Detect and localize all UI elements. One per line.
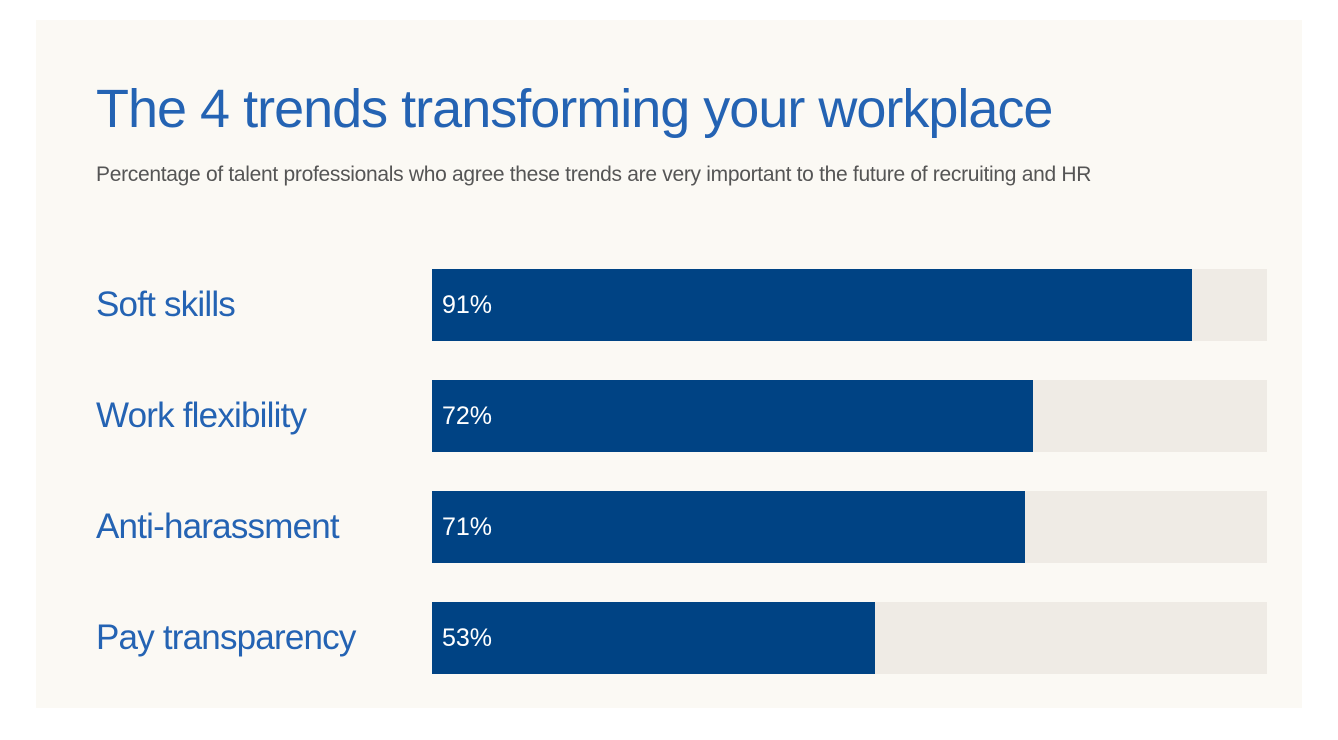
category-label: Work flexibility (96, 396, 307, 435)
bar (432, 491, 1025, 563)
category-label: Pay transparency (96, 618, 356, 657)
bar-track: 53% (432, 602, 1267, 674)
bar-value-label: 91% (442, 291, 493, 319)
category-label: Soft skills (96, 285, 236, 324)
chart-title: The 4 trends transforming your workplace (96, 79, 1053, 139)
chart-subtitle: Percentage of talent professionals who a… (96, 163, 1092, 186)
category-label: Anti-harassment (96, 507, 340, 546)
bar-track: 91% (432, 269, 1267, 341)
bar-value-label: 72% (442, 402, 493, 430)
bar (432, 269, 1192, 341)
bar-value-label: 53% (442, 624, 493, 652)
bar-row: Pay transparency 53% (36, 602, 1302, 674)
bar (432, 602, 875, 674)
chart-card: The 4 trends transforming your workplace… (36, 20, 1302, 708)
bar-track: 71% (432, 491, 1267, 563)
bar-value-label: 71% (442, 513, 493, 541)
bar-row: Anti-harassment 71% (36, 491, 1302, 563)
bar (432, 380, 1034, 452)
bar-track: 72% (432, 380, 1267, 452)
bar-row: Soft skills 91% (36, 269, 1302, 341)
bar-row: Work flexibility 72% (36, 380, 1302, 452)
